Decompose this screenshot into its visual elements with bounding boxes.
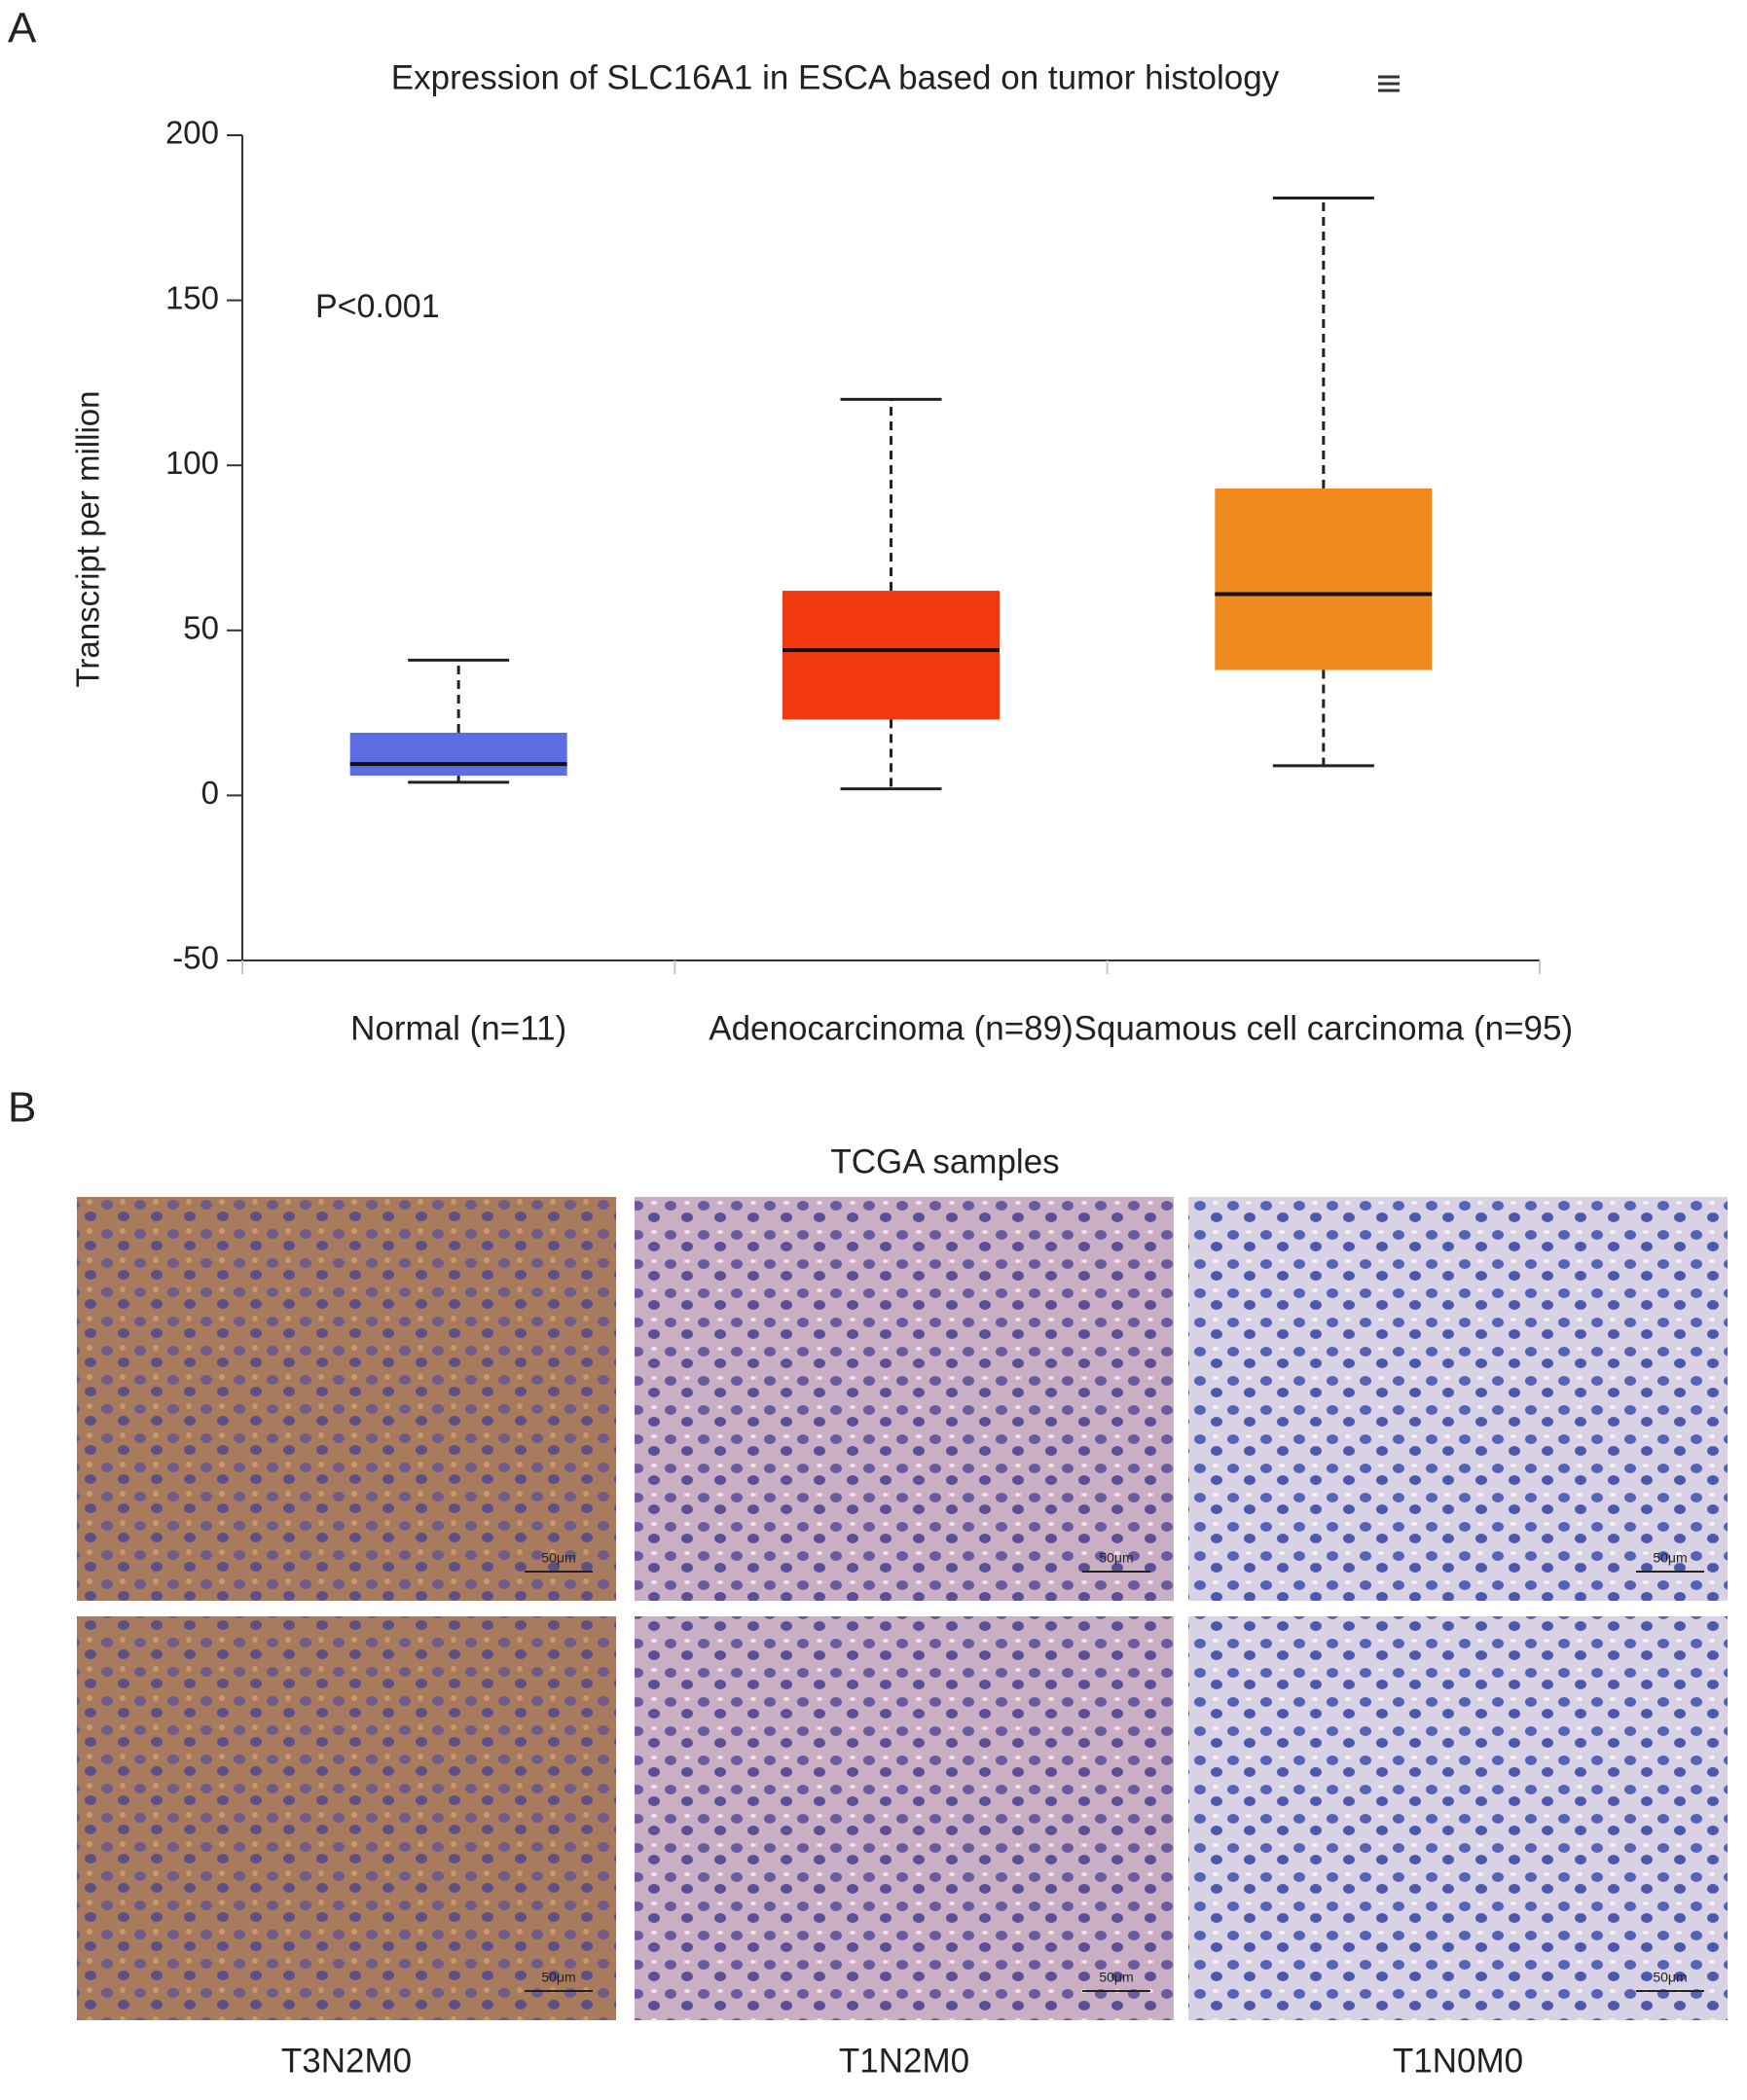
scale-bar-label: 50μm: [1099, 1970, 1133, 1985]
micrograph: [1188, 1616, 1728, 2020]
menu-icon[interactable]: [1378, 75, 1400, 92]
box: [349, 732, 567, 777]
column-label: T3N2M0: [281, 2042, 412, 2080]
box: [783, 591, 1000, 720]
micrograph: [77, 1197, 616, 1601]
micrograph: [635, 1197, 1174, 1601]
x-tick-label: Adenocarcinoma (n=89): [709, 1009, 1074, 1047]
panel-title: TCGA samples: [830, 1142, 1059, 1180]
y-tick-label: 100: [165, 445, 219, 481]
scale-bar-label: 50μm: [541, 1550, 575, 1566]
scale-bar-label: 50μm: [1099, 1550, 1133, 1566]
y-tick-label: 150: [165, 279, 219, 315]
micrograph: [635, 1616, 1174, 2020]
y-tick-label: 0: [201, 775, 219, 811]
scale-bar-label: 50μm: [1653, 1970, 1687, 1985]
micrograph: [77, 1616, 616, 2020]
y-axis-label: Transcript per million: [70, 390, 106, 687]
box: [1215, 488, 1433, 670]
scale-bar-label: 50μm: [1653, 1550, 1687, 1566]
micrograph: [1188, 1197, 1728, 1601]
x-tick-label: Normal (n=11): [350, 1009, 566, 1047]
x-tick-label: Squamous cell carcinoma (n=95): [1074, 1009, 1574, 1047]
chart-title: Expression of SLC16A1 in ESCA based on t…: [391, 58, 1280, 96]
y-tick-label: -50: [172, 940, 219, 976]
panel-label: A: [8, 5, 37, 53]
y-tick-label: 50: [183, 610, 219, 646]
y-tick-label: 200: [165, 115, 219, 151]
scale-bar-label: 50μm: [541, 1970, 575, 1985]
panel-label: B: [8, 1084, 36, 1132]
annotation: P<0.001: [315, 288, 440, 325]
column-label: T1N2M0: [839, 2042, 969, 2080]
column-label: T1N0M0: [1393, 2042, 1523, 2080]
